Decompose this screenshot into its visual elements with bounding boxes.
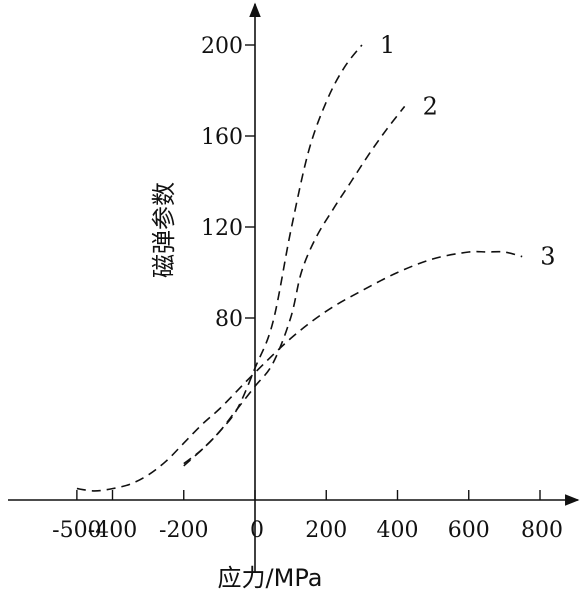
y-ticks: 80 120 160 200 (201, 34, 255, 332)
x-tick-label: 800 (521, 518, 563, 543)
y-tick-label: 160 (201, 125, 243, 150)
x-tick-label: 400 (377, 518, 419, 543)
curve-2 (183, 105, 406, 465)
x-tick-label: -500 (52, 518, 101, 543)
x-tick-label: 200 (305, 518, 347, 543)
y-tick-label: 80 (215, 307, 243, 332)
x-tick-label: -400 (88, 518, 137, 543)
x-tick-label: 0 (250, 518, 264, 543)
x-tick-label: 600 (448, 518, 490, 543)
curve-3 (76, 250, 523, 492)
y-axis-title: 磁弹参数 (150, 182, 178, 278)
axes (8, 2, 580, 572)
curve-label-1: 1 (380, 31, 395, 59)
curve-label-3: 3 (540, 243, 555, 271)
y-tick-label: 200 (201, 34, 243, 59)
x-axis-title: 应力/MPa (218, 564, 323, 592)
curve-label-2: 2 (423, 92, 438, 120)
curve-1 (183, 44, 363, 467)
curves (76, 44, 523, 492)
curve-labels: 1 2 3 (380, 31, 556, 271)
y-tick-label: 120 (201, 216, 243, 241)
x-tick-label: -200 (159, 518, 208, 543)
x-ticks: -500-400 -200 0 200 400 600 800 (52, 490, 563, 543)
